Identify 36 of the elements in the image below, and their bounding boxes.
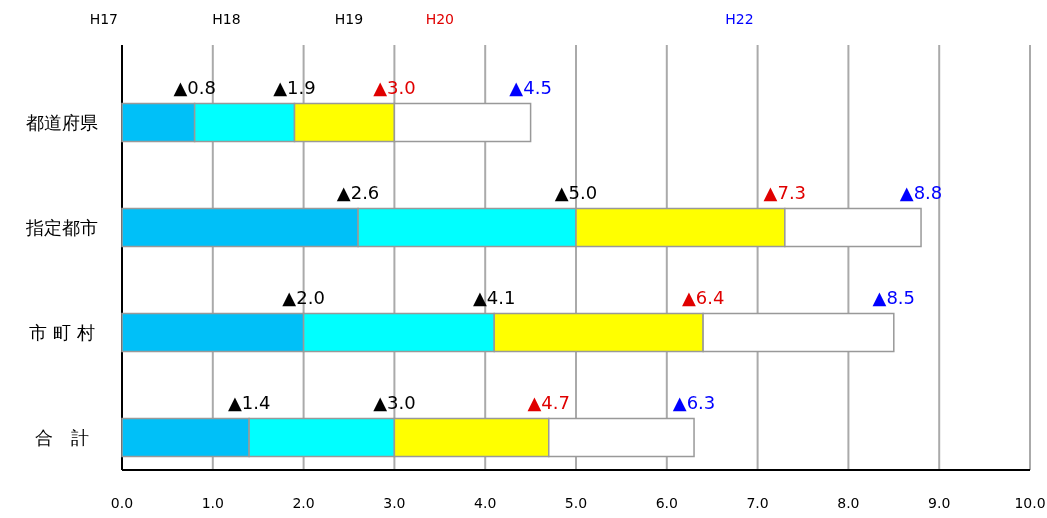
annotation: ▲7.3 xyxy=(763,181,807,203)
annotation: ▲8.8 xyxy=(899,181,943,203)
x-tick-label: 8.0 xyxy=(837,495,860,511)
annotation: ▲4.1 xyxy=(473,286,516,308)
text: H20 xyxy=(425,11,454,27)
annotation: ▲6.4 xyxy=(681,286,725,308)
y-tick-label: 都道府県 xyxy=(26,111,98,133)
x-tick-label: 6.0 xyxy=(655,495,678,511)
x-tick-label: 1.0 xyxy=(201,495,224,511)
text: H22 xyxy=(725,11,754,27)
x-tick-label: 4.0 xyxy=(474,495,497,511)
y-tick-label: 指定都市 xyxy=(25,216,98,238)
x-tick-label: 7.0 xyxy=(746,495,769,511)
annotation: ▲3.0 xyxy=(373,391,416,413)
text: H18 xyxy=(212,11,241,27)
annotation: ▲5.0 xyxy=(554,181,598,203)
text: H19 xyxy=(334,11,364,27)
x-tick-label: 3.0 xyxy=(383,495,406,511)
annotation: ▲2.0 xyxy=(282,286,325,308)
annotation: ▲2.6 xyxy=(336,181,380,203)
annotation: ▲1.9 xyxy=(273,76,316,98)
annotation: ▲8.5 xyxy=(872,286,916,308)
x-tick-label: 10.0 xyxy=(1014,495,1046,511)
text: H17 xyxy=(89,11,119,27)
x-tick-label: 2.0 xyxy=(292,495,315,511)
x-tick-label: 5.0 xyxy=(564,495,588,511)
annotation: ▲3.0 xyxy=(373,76,416,98)
annotation: ▲4.7 xyxy=(527,391,570,413)
annotation: ▲0.8 xyxy=(173,76,216,98)
y-tick-label: 合 計 xyxy=(35,426,89,448)
annotation: ▲6.3 xyxy=(672,391,716,413)
annotation: ▲1.4 xyxy=(227,391,271,413)
y-tick-label: 市 町 村 xyxy=(29,321,95,343)
x-tick-label: 9.0 xyxy=(928,495,951,511)
annotation: ▲4.5 xyxy=(509,76,552,98)
x-tick-label: 0.0 xyxy=(110,495,134,511)
